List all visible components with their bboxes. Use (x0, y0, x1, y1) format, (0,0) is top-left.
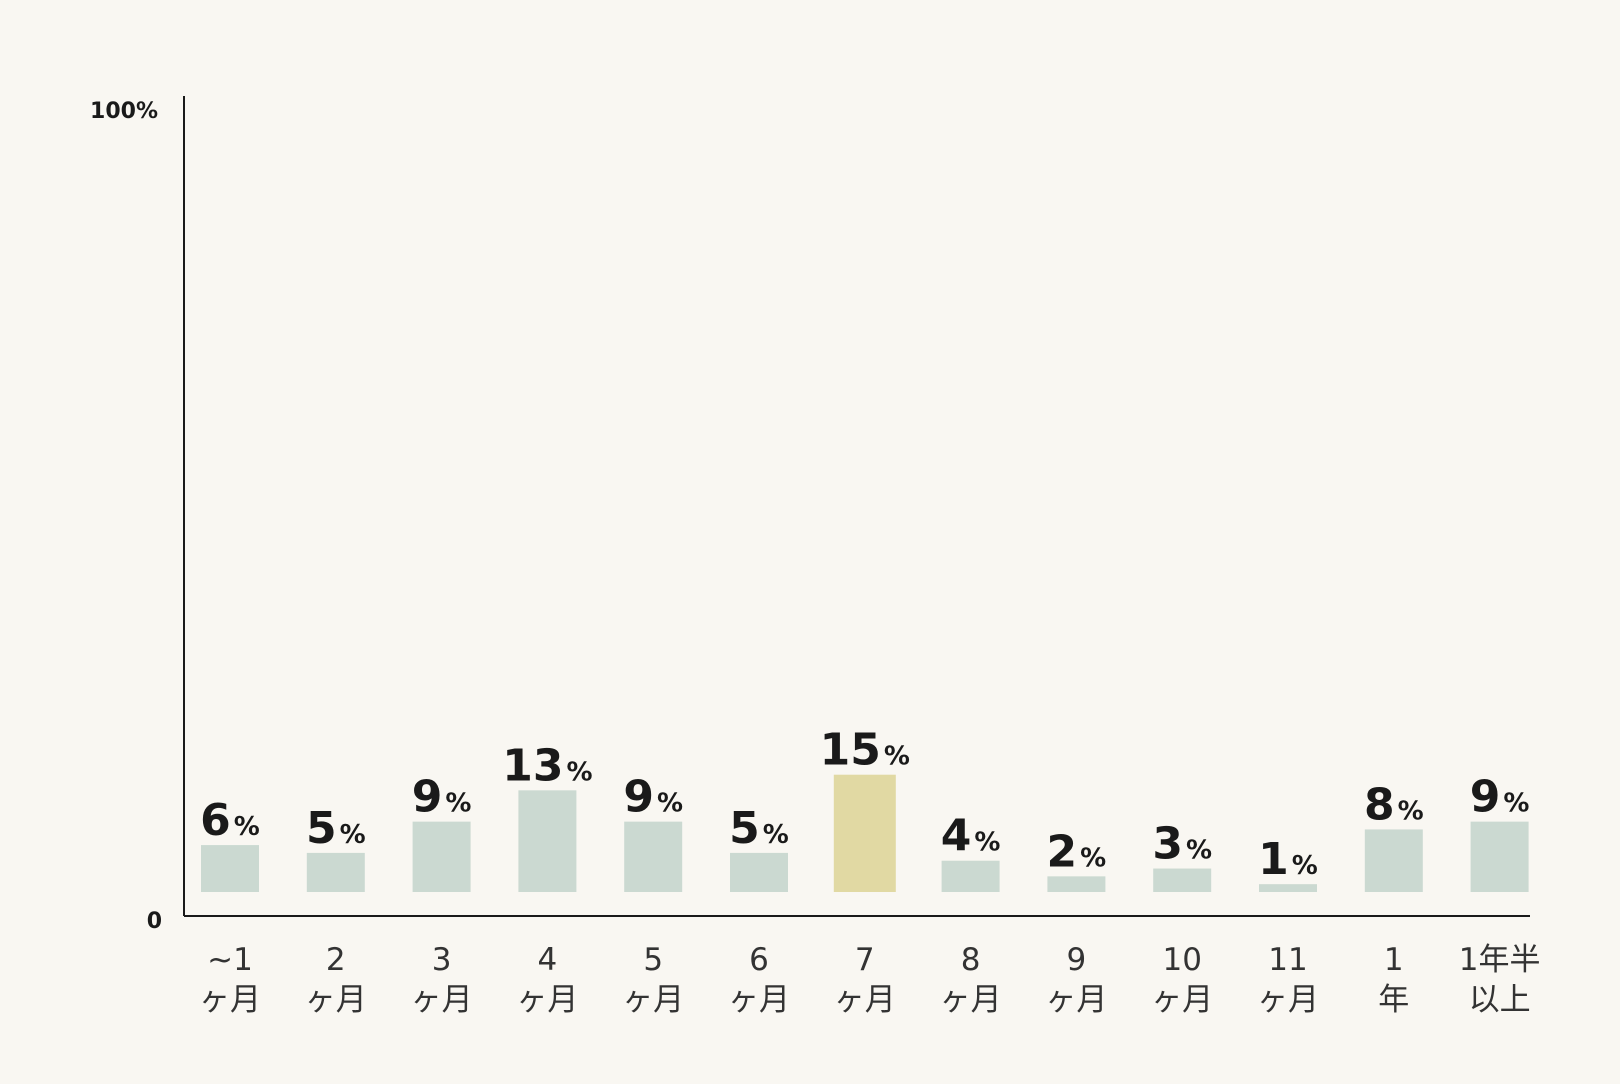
y-tick-label-max: 100% (90, 99, 158, 124)
x-tick-label: ヶ月 (516, 982, 578, 1018)
value-labels-group: 6% 5 % 9 % 13% 9% 5 % 15 % 4% 2% 3% 1 % 8% 9% (200, 725, 1529, 885)
x-tick-label: ~1 (207, 942, 253, 978)
x-tick-label: 9 (1067, 942, 1087, 978)
x-tick-label: ヶ月 (834, 982, 896, 1018)
bar (518, 790, 577, 892)
bar (1259, 884, 1317, 892)
bar (1364, 829, 1423, 892)
data-label: 9% (412, 772, 472, 823)
data-label: 3% (1152, 819, 1212, 870)
x-tick-label: ヶ月 (1151, 982, 1213, 1018)
x-tick-label: 11 (1268, 942, 1307, 978)
x-tick-label: 1 (1384, 942, 1404, 978)
x-tick-label: 2 (326, 942, 346, 978)
x-tick-label: 1年半 (1459, 942, 1541, 978)
y-tick-label-min: 0 (147, 909, 162, 934)
x-tick-label: 以上 (1469, 982, 1531, 1018)
data-label: 8% (1364, 779, 1424, 830)
x-tick-label: ヶ月 (1257, 982, 1319, 1018)
x-tick-label: ヶ月 (1045, 982, 1107, 1018)
x-tick-label: ヶ月 (199, 982, 261, 1018)
data-label: 13% (502, 740, 592, 791)
category-labels-group: ~1 ヶ月 2 ヶ月 3 ヶ月 4 ヶ月 5 ヶ月 6 ヶ月 7 ヶ月 8 ヶ月 9 ヶ月 10 ヶ月 11 ヶ月 1 年 1年… (199, 942, 1540, 1018)
data-label: 6% (200, 795, 260, 846)
data-label: 4% (941, 811, 1001, 862)
x-tick-label: ヶ月 (940, 982, 1002, 1018)
bar (1047, 876, 1106, 892)
x-tick-label: 3 (432, 942, 452, 978)
x-tick-label: 6 (749, 942, 769, 978)
data-label: 5% (729, 803, 789, 854)
bar (1153, 868, 1212, 892)
data-label: 1% (1258, 834, 1318, 885)
x-tick-label: ヶ月 (622, 982, 684, 1018)
data-label: 9% (623, 772, 683, 823)
data-label: 9% (1470, 772, 1530, 823)
x-tick-label: 8 (961, 942, 981, 978)
bar (306, 852, 365, 892)
bar (941, 860, 1000, 892)
x-tick-label: ヶ月 (728, 982, 790, 1018)
bar (201, 845, 259, 892)
x-tick-label: 7 (855, 942, 875, 978)
x-tick-label: ヶ月 (305, 982, 367, 1018)
x-tick-label: ヶ月 (411, 982, 473, 1018)
bar (833, 774, 896, 892)
bar (730, 852, 788, 892)
x-tick-label: 4 (538, 942, 558, 978)
x-tick-label: 5 (643, 942, 663, 978)
bar (412, 821, 471, 892)
bars-group (201, 774, 1529, 892)
x-tick-label: 10 (1162, 942, 1201, 978)
data-label: 2% (1047, 826, 1107, 877)
x-tick-label: 年 (1378, 982, 1409, 1018)
data-label: 5% (306, 803, 366, 854)
bar (1470, 821, 1529, 892)
data-label: 15% (820, 725, 910, 776)
bar (624, 821, 683, 892)
